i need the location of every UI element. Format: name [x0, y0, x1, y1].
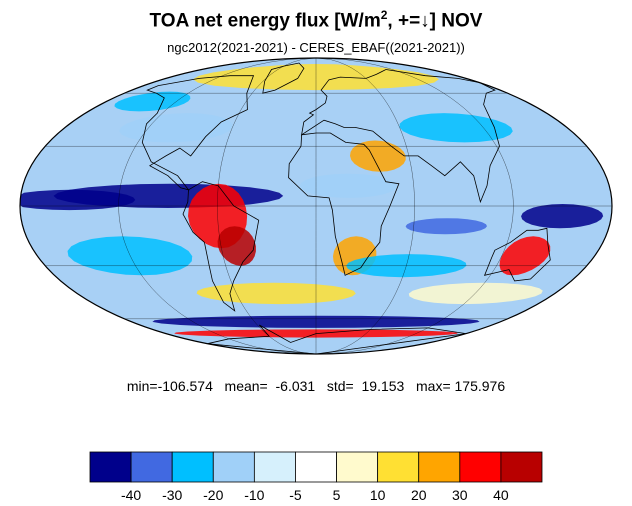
colorbar-swatch	[459, 451, 502, 483]
statistics-line: min=-106.574 mean= -6.031 std= 19.153 ma…	[126, 378, 506, 394]
title-tail: , +=↓] NOV	[387, 10, 483, 32]
map-title: TOA net energy flux [W/m2, +=↓] NOV	[0, 8, 632, 32]
colorbar-swatch	[418, 451, 461, 483]
longitude-line	[315, 58, 514, 354]
anomaly-patch	[299, 173, 398, 198]
coastline	[141, 75, 255, 191]
colorbar-tick-label: -10	[244, 487, 264, 503]
anomaly-patch	[217, 226, 256, 266]
longitude-line	[315, 58, 415, 354]
coastline	[207, 324, 467, 354]
coastline	[483, 227, 551, 282]
colorbar-tick-label: -30	[162, 487, 182, 503]
coastline	[288, 132, 400, 276]
colorbar: -40 -30 -20 -10 -5 5 10 20 30 40	[89, 451, 543, 503]
anomaly-patch	[350, 140, 406, 172]
anomaly-patch	[114, 91, 191, 112]
anomaly-patch	[405, 218, 487, 235]
anomaly-patch	[119, 113, 233, 143]
colorbar-swatch	[500, 451, 543, 483]
map-subtitle: ngc2012(2021-2021) - CERES_EBAF((2021-20…	[167, 40, 465, 55]
coastline	[182, 181, 260, 312]
colorbar-tick-label: -40	[121, 487, 141, 503]
colorbar-swatch	[377, 451, 420, 483]
anomaly-patch	[521, 204, 604, 229]
colorbar-tick-label: -20	[203, 487, 223, 503]
colorbar-swatch	[336, 451, 379, 483]
longitude-line	[118, 58, 317, 354]
colorbar-tick-label: 30	[452, 487, 468, 503]
title-superscript: 2	[380, 8, 388, 22]
colorbar-swatch	[253, 451, 296, 483]
anomaly-patch	[399, 113, 513, 143]
colorbar-tick-label: 10	[370, 487, 386, 503]
coastlines	[141, 62, 551, 354]
globe-outline	[19, 57, 613, 355]
anomaly-patch	[408, 282, 543, 305]
colorbar-swatch	[212, 451, 255, 483]
longitude-line	[217, 58, 317, 354]
graticule	[20, 58, 612, 354]
colorbar-swatch	[89, 451, 132, 483]
coastline	[301, 69, 500, 204]
colorbar-swatch	[130, 451, 173, 483]
colorbar-swatch	[295, 451, 337, 483]
colorbar-tick-label: 20	[411, 487, 427, 503]
colorbar-tick-label: -5	[289, 487, 302, 503]
colorbar-tick-label: 5	[333, 487, 341, 503]
colorbar-swatch	[171, 451, 214, 483]
colorbar-tick-label: 40	[493, 487, 509, 503]
title-main: TOA net energy flux [W/m	[149, 10, 381, 32]
coastline	[262, 62, 305, 94]
anomaly-patch	[20, 189, 136, 211]
